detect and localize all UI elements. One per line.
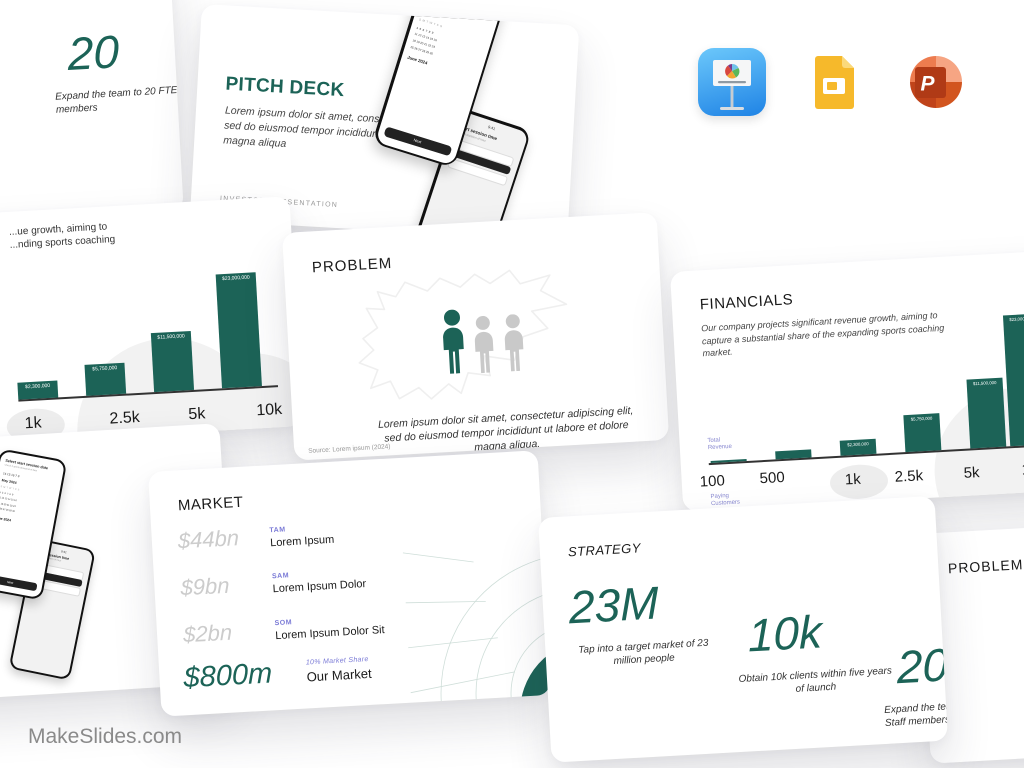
svg-text:P: P (920, 73, 935, 96)
